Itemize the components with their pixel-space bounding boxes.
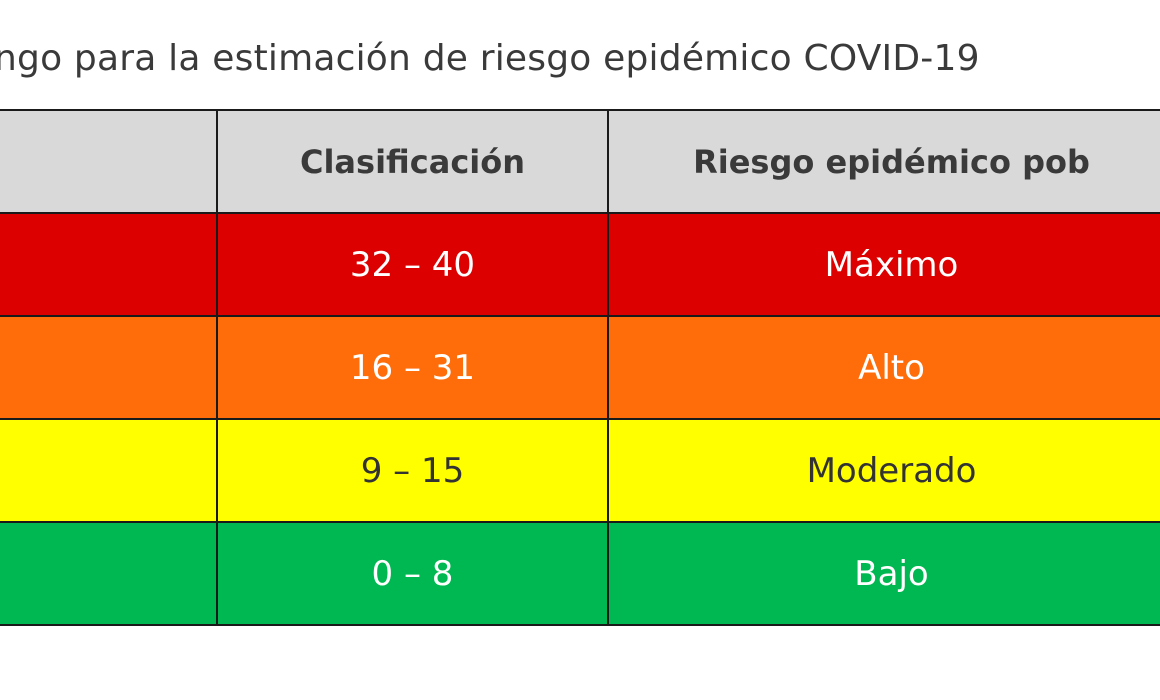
range-cell: 16 – 31 [216, 315, 609, 420]
risk-table-container: Clasificación Riesgo epidémico pob 32 – … [0, 109, 1160, 626]
table-row: 16 – 31 Alto [0, 315, 1160, 420]
color-cell [0, 418, 218, 523]
table-title: ngo para la estimación de riesgo epidémi… [0, 38, 980, 79]
range-cell: 9 – 15 [216, 418, 609, 523]
range-cell: 0 – 8 [216, 521, 609, 626]
header-row: Clasificación Riesgo epidémico pob [0, 109, 1160, 214]
color-cell [0, 315, 218, 420]
table-row: 32 – 40 Máximo [0, 212, 1160, 317]
table-row: 9 – 15 Moderado [0, 418, 1160, 523]
risk-cell: Moderado [607, 418, 1160, 523]
header-cell-riesgo: Riesgo epidémico pob [607, 109, 1160, 214]
color-cell [0, 521, 218, 626]
risk-table: Clasificación Riesgo epidémico pob 32 – … [0, 109, 1160, 626]
header-cell-clasificacion: Clasificación [216, 109, 609, 214]
risk-cell: Máximo [607, 212, 1160, 317]
risk-cell: Alto [607, 315, 1160, 420]
risk-cell: Bajo [607, 521, 1160, 626]
table-row: 0 – 8 Bajo [0, 521, 1160, 626]
header-cell-blank [0, 109, 218, 214]
range-cell: 32 – 40 [216, 212, 609, 317]
color-cell [0, 212, 218, 317]
